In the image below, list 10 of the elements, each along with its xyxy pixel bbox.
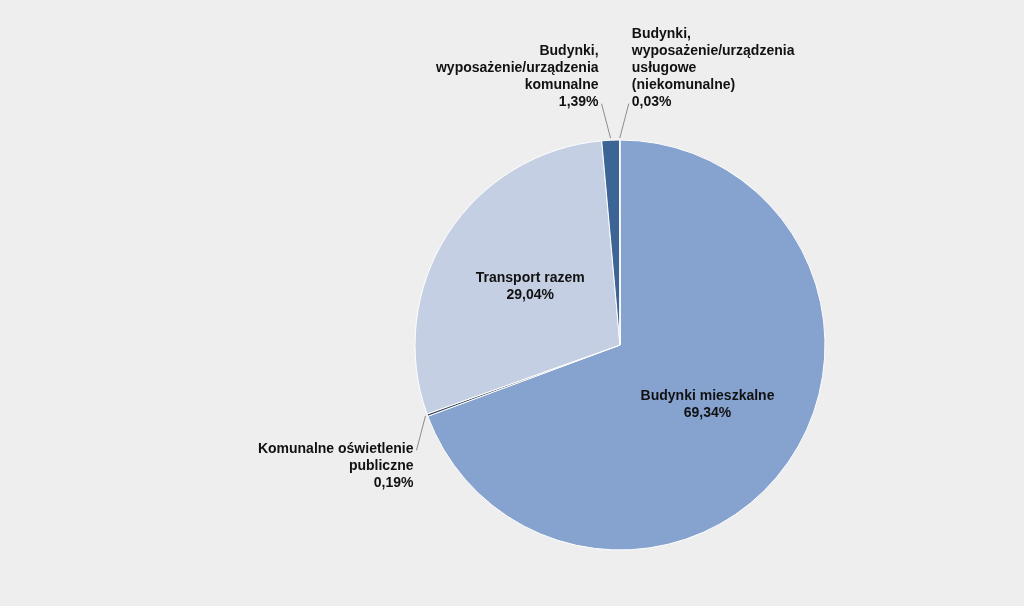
data-label: 1,39% xyxy=(558,93,600,110)
data-label: 29,04% xyxy=(506,285,555,302)
slice-label: Budynki mieszkalne xyxy=(640,386,775,403)
data-label: 0,19% xyxy=(373,473,415,490)
slice-label: Budynki, wyposażenie/urządzenia komunalne xyxy=(434,42,599,93)
data-label: 0,03% xyxy=(631,93,673,109)
slice-label: Komunalne oświetlenie publiczne xyxy=(257,439,414,473)
slice-label: Transport razem xyxy=(475,268,585,285)
data-label: 69,34% xyxy=(683,403,732,420)
slice-label: Budynki, wyposażenie/urządzenia usługowe (niekomunalne) xyxy=(630,25,795,92)
